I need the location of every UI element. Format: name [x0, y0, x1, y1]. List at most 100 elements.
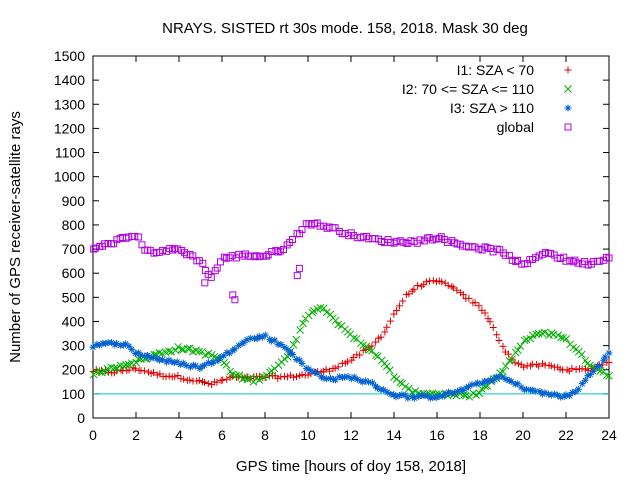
marker-star: [102, 339, 110, 347]
x-tick-label: 14: [386, 427, 402, 443]
marker-star: [404, 394, 412, 402]
marker-star: [395, 392, 403, 400]
marker-cross: [605, 371, 613, 380]
marker-cross: [183, 344, 192, 353]
marker-star: [112, 339, 120, 347]
marker-star: [335, 373, 343, 381]
marker-plus: [219, 376, 227, 384]
marker-square: [272, 246, 280, 254]
marker-plus: [405, 290, 413, 298]
marker-star: [182, 362, 190, 370]
legend-marker: [564, 123, 572, 131]
marker-star: [141, 352, 149, 360]
data-series: [89, 219, 613, 402]
marker-star: [296, 356, 304, 364]
marker-star: [423, 392, 431, 400]
marker-square: [574, 259, 582, 267]
marker-star: [122, 340, 130, 348]
marker-square: [255, 253, 263, 261]
marker-cross: [534, 329, 543, 338]
marker-cross: [382, 362, 391, 371]
marker-square: [181, 249, 189, 257]
marker-star: [214, 357, 222, 365]
marker-star: [323, 375, 331, 383]
marker-plus: [334, 363, 342, 371]
marker-cross: [516, 342, 525, 351]
marker-square: [131, 232, 139, 240]
marker-star: [165, 356, 173, 364]
marker-star: [514, 380, 522, 388]
marker-star: [495, 373, 503, 381]
y-axis-label: Number of GPS receiver-satellite rays: [7, 111, 24, 363]
marker-cross: [526, 334, 535, 343]
marker-plus: [486, 318, 494, 326]
marker-plus: [393, 306, 401, 314]
marker-star: [562, 391, 570, 399]
series-4: [90, 219, 613, 304]
marker-plus: [381, 328, 389, 336]
marker-cross: [520, 336, 529, 345]
marker-star: [531, 387, 539, 395]
marker-star: [536, 387, 544, 395]
marker-plus: [547, 362, 555, 370]
marker-star: [574, 385, 582, 393]
marker-star: [373, 384, 381, 392]
marker-square: [229, 291, 237, 299]
marker-star: [304, 365, 312, 373]
marker-plus: [343, 358, 351, 366]
marker-star: [547, 391, 555, 399]
marker-star: [149, 353, 157, 361]
marker-star: [586, 371, 594, 379]
marker-plus: [368, 342, 376, 350]
marker-star: [568, 388, 576, 396]
marker-square: [605, 254, 613, 262]
marker-plus: [422, 278, 430, 286]
marker-plus: [180, 375, 188, 383]
marker-square: [159, 246, 167, 254]
marker-star: [128, 345, 136, 353]
marker-square: [293, 272, 301, 280]
marker-star: [411, 394, 419, 402]
marker-cross: [540, 328, 549, 337]
marker-square: [353, 234, 361, 242]
marker-square: [216, 258, 224, 266]
marker-square: [523, 260, 531, 268]
marker-square: [331, 224, 339, 232]
marker-plus: [429, 277, 437, 285]
x-tick-label: 6: [218, 427, 226, 443]
marker-star: [226, 349, 234, 357]
marker-star: [566, 392, 574, 400]
marker-star: [255, 332, 263, 340]
y-tick-label: 1200: [54, 120, 85, 136]
legend-label: I2: 70 <= SZA <= 110: [402, 81, 534, 97]
marker-plus: [564, 66, 572, 74]
marker-plus: [186, 376, 194, 384]
x-tick-label: 24: [601, 427, 617, 443]
x-axis-label: GPS time [hours of doy 158, 2018]: [236, 458, 466, 475]
marker-star: [319, 374, 327, 382]
marker-cross: [164, 347, 173, 355]
marker-plus: [426, 277, 434, 285]
marker-star: [487, 376, 495, 384]
marker-star: [392, 393, 400, 401]
marker-star: [125, 342, 133, 350]
marker-star: [198, 362, 206, 370]
y-tick-label: 900: [62, 193, 86, 209]
x-tick-label: 4: [175, 427, 183, 443]
marker-star: [189, 361, 197, 369]
marker-star: [327, 374, 335, 382]
marker-cross: [122, 361, 130, 369]
y-tick-label: 200: [62, 362, 86, 378]
marker-star: [459, 387, 467, 395]
marker-star: [541, 389, 549, 397]
x-tick-label: 22: [558, 427, 574, 443]
marker-cross: [538, 329, 546, 338]
marker-plus: [331, 364, 339, 372]
marker-plus: [195, 377, 203, 385]
marker-star: [441, 390, 449, 398]
marker-star: [96, 341, 104, 349]
marker-cross: [319, 304, 328, 313]
marker-cross: [350, 334, 358, 342]
marker-cross: [222, 361, 231, 369]
